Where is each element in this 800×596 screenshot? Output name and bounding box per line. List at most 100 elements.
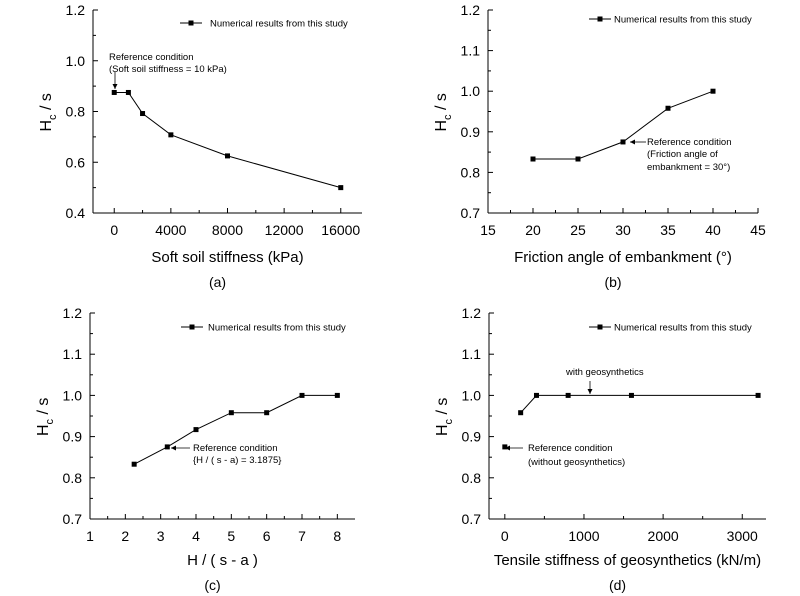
x-tick-label: 8 <box>333 528 341 544</box>
x-tick-label: 0 <box>501 528 509 544</box>
legend-label: Numerical results from this study <box>614 15 752 26</box>
x-tick-label: 1 <box>86 528 94 544</box>
data-point <box>530 156 536 162</box>
x-tick-label: 3000 <box>727 528 758 544</box>
legend-marker <box>597 324 603 330</box>
x-tick-label: 6 <box>263 528 271 544</box>
annotation-text: with geosynthetics <box>565 367 644 378</box>
legend-label: Numerical results from this study <box>614 323 752 334</box>
x-tick-label: 30 <box>615 222 631 238</box>
data-point <box>140 111 146 117</box>
x-axis-title: H / ( s - a ) <box>187 552 258 569</box>
data-point <box>264 410 270 416</box>
y-tick-label: 0.9 <box>461 124 481 140</box>
annotation-text: Reference condition <box>528 443 613 454</box>
data-point <box>755 392 761 398</box>
y-axis-title: Hc / s <box>38 93 59 131</box>
y-tick-label: 0.8 <box>461 164 481 180</box>
data-point <box>533 392 539 398</box>
y-axis-title-rest: / s <box>434 398 451 419</box>
annotation-arrowhead <box>630 139 635 145</box>
data-point <box>228 410 234 416</box>
x-tick-label: 4000 <box>155 222 186 238</box>
y-axis-title-main: H <box>434 424 451 436</box>
data-point <box>168 132 174 138</box>
chart-panel-d: 0.7 0.8 0.9 1.0 1.1 1.2 0 1000 2000 3000 Tensile s… <box>434 305 766 593</box>
data-point <box>338 185 344 191</box>
chart-panel-b: 0.7 0.8 0.9 1.0 1.1 1.2 15 20 25 30 35 40 45 Friction… <box>433 2 766 290</box>
x-tick-label: 8000 <box>212 222 243 238</box>
y-axis-title-subscript: c <box>443 418 455 424</box>
x-tick-label: 16000 <box>321 222 360 238</box>
data-point <box>665 105 671 111</box>
data-point <box>131 461 137 467</box>
annotation-arrowhead <box>505 445 510 451</box>
annotation-text: Reference condition <box>109 52 194 63</box>
annotation-text: (without geosynthetics) <box>528 457 625 468</box>
y-tick-label: 0.7 <box>462 511 482 527</box>
y-axis-title: Hc / s <box>35 398 56 436</box>
y-tick-label: 0.6 <box>66 154 86 170</box>
legend-label: Numerical results from this study <box>210 19 348 30</box>
y-tick-label: 1.0 <box>461 83 481 99</box>
legend-label: Numerical results from this study <box>208 323 346 334</box>
panel-label: (b) <box>604 274 621 290</box>
annotation-arrowhead <box>587 389 593 394</box>
y-tick-label: 0.9 <box>462 429 482 445</box>
y-tick-label: 0.9 <box>63 429 83 445</box>
data-point <box>225 153 230 159</box>
y-axis-title-subscript: c <box>442 114 454 120</box>
y-axis-title: Hc / s <box>433 93 454 131</box>
x-axis-title: Soft soil stiffness (kPa) <box>151 249 303 266</box>
y-tick-label: 1.2 <box>462 305 482 321</box>
y-axis-title-main: H <box>433 120 450 132</box>
data-point <box>575 156 581 162</box>
y-axis-title-rest: / s <box>38 93 55 114</box>
x-tick-label: 7 <box>298 528 306 544</box>
data-point <box>193 427 199 433</box>
y-tick-label: 1.2 <box>66 2 86 18</box>
y-tick-label: 1.0 <box>66 53 86 69</box>
data-point <box>299 392 305 398</box>
data-point <box>111 89 117 95</box>
series-line <box>520 394 759 414</box>
x-tick-label: 1000 <box>568 528 599 544</box>
y-axis-title-main: H <box>35 424 52 436</box>
x-tick-label: 2 <box>121 528 129 544</box>
y-tick-label: 0.7 <box>63 511 83 527</box>
panel-label: (a) <box>209 274 226 290</box>
data-point <box>502 444 508 450</box>
y-axis-title-rest: / s <box>35 398 52 419</box>
x-tick-label: 20 <box>525 222 541 238</box>
annotation-text: (Friction angle of <box>647 149 718 160</box>
x-tick-label: 40 <box>705 222 721 238</box>
x-tick-label: 3 <box>157 528 165 544</box>
x-tick-label: 35 <box>660 222 676 238</box>
y-tick-label: 0.7 <box>461 205 481 221</box>
x-tick-label: 5 <box>227 528 235 544</box>
data-point <box>620 139 626 145</box>
chart-panel-c: 0.7 0.8 0.9 1.0 1.1 1.2 1 2 3 4 5 6 7 8 H / ( s - a ) H… <box>35 305 355 593</box>
data-point <box>628 392 634 398</box>
x-axis-title: Tensile stiffness of geosynthetics (kN/m… <box>494 552 761 569</box>
panel-label: (c) <box>204 577 220 593</box>
y-axis-title-rest: / s <box>433 93 450 114</box>
annotation-text: embankment = 30°) <box>647 162 730 173</box>
y-tick-label: 1.1 <box>461 43 481 59</box>
x-tick-label: 12000 <box>265 222 304 238</box>
annotation-text: Reference condition <box>647 137 732 148</box>
annotation-text: Reference condition <box>193 443 278 454</box>
annotation-arrowhead <box>112 84 118 89</box>
data-point <box>565 392 571 398</box>
data-point <box>125 89 131 95</box>
y-tick-label: 1.1 <box>462 346 482 362</box>
y-tick-label: 0.8 <box>66 104 86 120</box>
annotation-text: (Soft soil stiffness = 10 kPa) <box>109 64 227 75</box>
y-tick-label: 0.8 <box>63 470 83 486</box>
data-point <box>334 392 340 398</box>
annotation-arrowhead <box>171 445 176 451</box>
y-axis-title: Hc / s <box>434 398 455 436</box>
x-tick-label: 25 <box>570 222 586 238</box>
panel-label: (d) <box>609 577 626 593</box>
